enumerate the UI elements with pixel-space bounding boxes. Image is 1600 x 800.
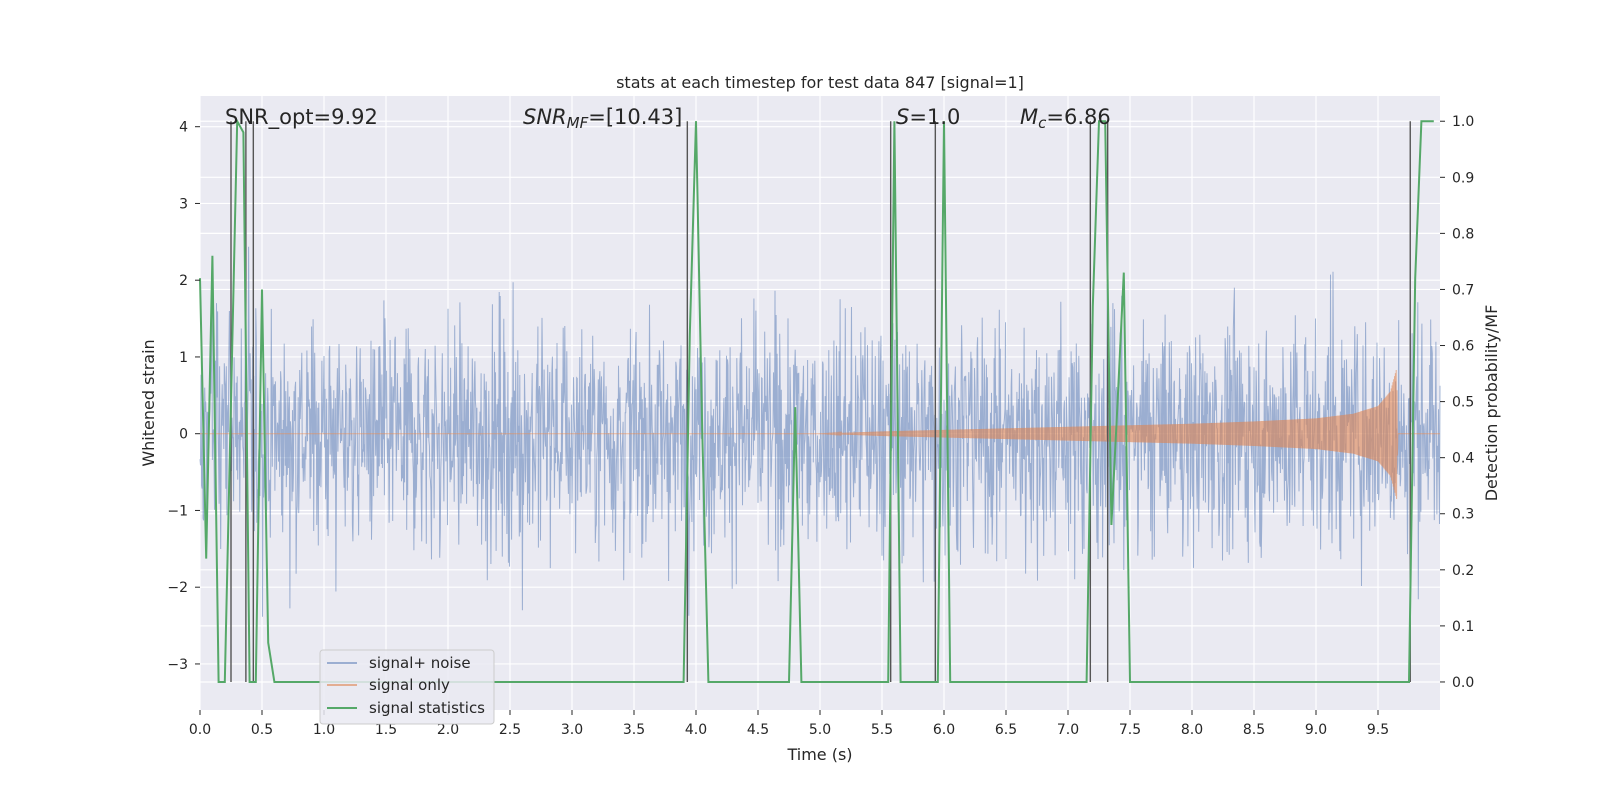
x-tick-label: 7.5 [1119,722,1141,738]
x-tick-label: 9.0 [1305,722,1327,738]
x-tick-label: 4.0 [685,722,707,738]
mc-symbol: M [1020,105,1038,129]
x-tick-label: 6.5 [995,722,1017,738]
x-tick-label: 7.0 [1057,722,1079,738]
snr-mf-value: =[10.43] [588,105,682,129]
y-axis-label: Whitened strain [139,339,158,466]
chart-title: stats at each timestep for test data 847… [616,73,1024,92]
y2-axis-label: Detection probability/MF [1482,305,1501,502]
y-tick-label: −2 [167,580,188,596]
y2-tick-label: 0.2 [1452,563,1474,579]
x-tick-label: 3.0 [561,722,583,738]
y2-tick-label: 0.5 [1452,395,1474,411]
y2-tick-label: 0.4 [1452,451,1474,467]
x-tick-label: 6.0 [933,722,955,738]
snr-mf-sub: MF [567,114,589,132]
annotation-mc: Mc=6.86 [1020,105,1111,132]
x-tick-label: 1.5 [375,722,397,738]
y-tick-label: 0 [179,427,188,443]
x-axis-ticks: 0.0 0.5 1.0 1.5 2.0 2.5 3.0 3.5 4.0 4.5 5.0 5.5 6.0 6… [189,710,1389,738]
x-tick-label: 8.0 [1181,722,1203,738]
y-tick-label: 1 [179,350,188,366]
y2-tick-label: 0.9 [1452,170,1474,186]
x-tick-label: 2.5 [499,722,521,738]
y2-axis-ticks: 0.0 0.1 0.2 0.3 0.4 0.5 0.6 0.7 0.8 0.9 1.0 [1440,114,1474,691]
y2-tick-label: 0.1 [1452,619,1474,635]
x-tick-label: 9.5 [1367,722,1389,738]
y2-tick-label: 0.7 [1452,282,1474,298]
legend-label-signal: signal only [369,676,450,694]
y2-tick-label: 0.6 [1452,339,1474,355]
x-tick-label: 3.5 [623,722,645,738]
x-tick-label: 0.5 [251,722,273,738]
snr-mf-main: SNR [523,105,567,129]
x-tick-label: 1.0 [313,722,335,738]
x-tick-label: 8.5 [1243,722,1265,738]
x-tick-label: 5.5 [871,722,893,738]
y2-tick-label: 0.0 [1452,675,1474,691]
s-symbol: S [896,105,909,129]
x-tick-label: 2.0 [437,722,459,738]
legend-box [319,649,495,725]
y2-tick-label: 0.8 [1452,226,1474,242]
annotation-snr-opt: SNR_opt=9.92 [225,105,378,130]
statistics-line [199,117,1434,683]
x-tick-label: 0.0 [189,722,211,738]
annotation-s: S=1.0 [896,105,960,129]
legend-label-stats: signal statistics [369,699,485,717]
series-signal-only [200,369,1440,499]
x-tick-label: 5.0 [809,722,831,738]
mc-value: =6.86 [1046,105,1110,129]
mc-sub: c [1038,114,1047,132]
y-tick-label: −1 [167,503,188,519]
series-signal-noise [199,246,1441,617]
legend-label-noise: signal+ noise [369,654,471,672]
y2-tick-label: 0.3 [1452,507,1474,523]
y-tick-label: −3 [167,657,188,673]
y-tick-label: 3 [179,196,188,212]
signal-line [200,369,1440,499]
y-axis-ticks: −3 −2 −1 0 1 2 3 4 [167,120,200,673]
legend: signal+ noise signal only signal statist… [319,649,495,725]
y2-tick-label: 1.0 [1452,114,1474,130]
noise-line [199,246,1441,617]
y-tick-label: 2 [179,273,188,289]
x-axis-label: Time (s) [786,745,852,764]
s-value: =1.0 [909,105,960,129]
y-tick-label: 4 [179,120,188,136]
annotation-snr-mf: SNRMF=[10.43] [523,105,682,132]
series-signal-statistics [199,117,1434,683]
x-tick-label: 4.5 [747,722,769,738]
